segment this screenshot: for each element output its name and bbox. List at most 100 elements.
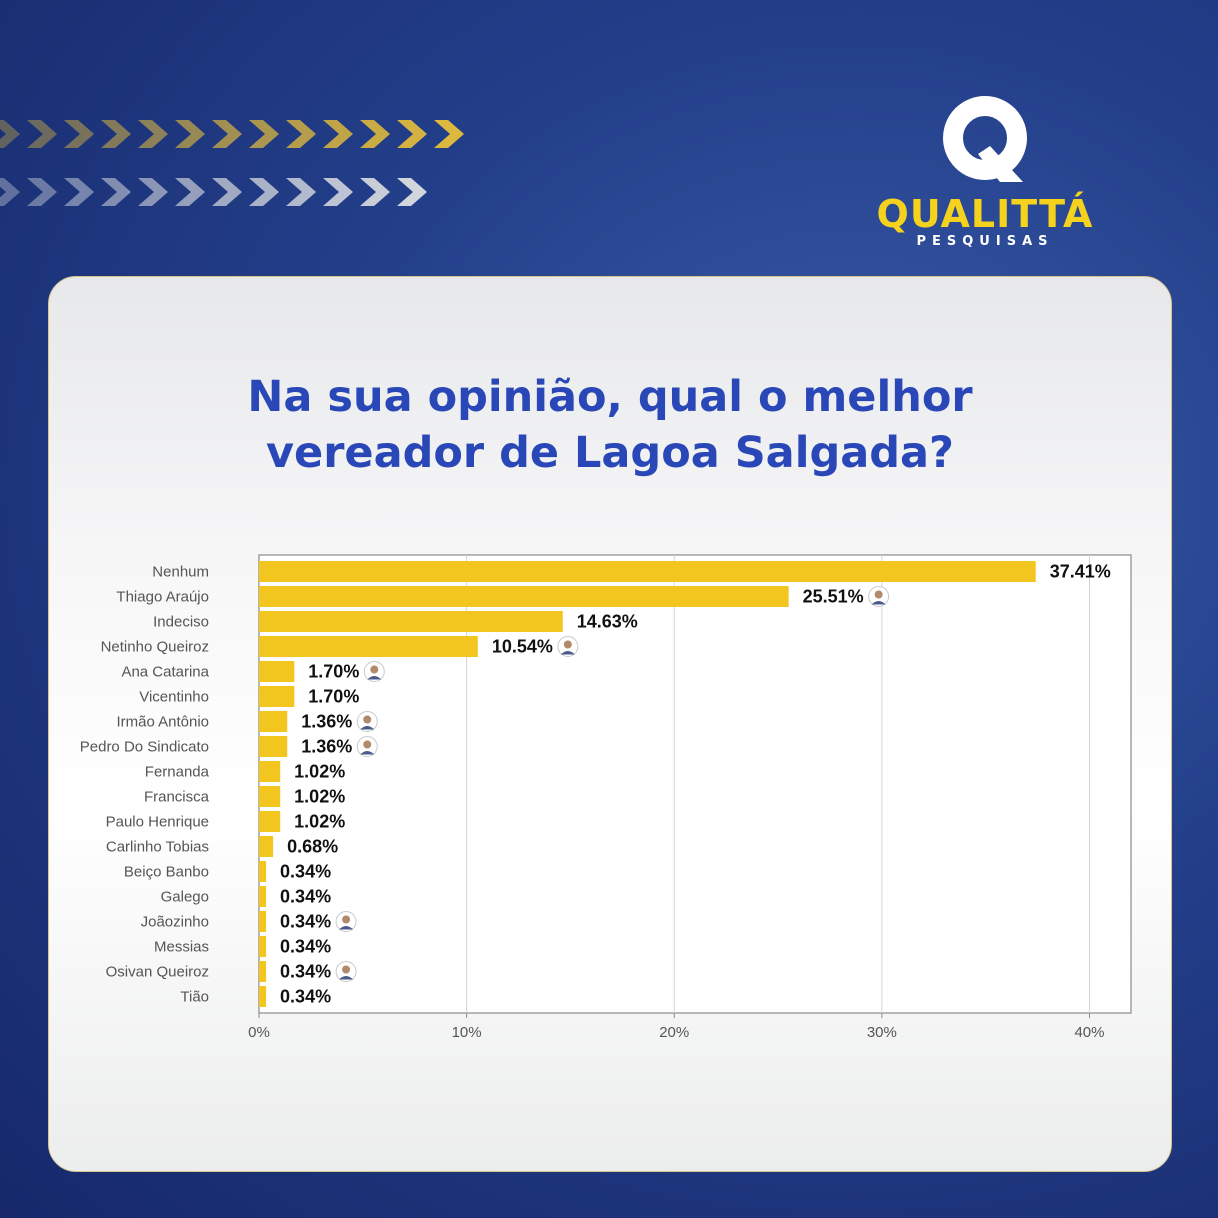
bar [259,761,281,782]
question-line-2: vereador de Lagoa Salgada? [266,428,954,478]
value-label: 1.70% [308,662,359,682]
bar [259,561,1036,582]
bar [259,961,267,982]
bar [259,886,267,907]
bar [259,986,267,1007]
chevron-white-icon [175,178,205,206]
value-label: 1.02% [294,787,345,807]
category-label: Ana Catarina [121,664,209,681]
candidate-avatar-icon [557,636,579,657]
candidate-avatar-icon [356,736,378,757]
category-label: Beiço Banbo [124,864,209,881]
bar [259,636,478,657]
chevron-gold-icon [397,120,427,148]
candidate-avatar-icon [868,586,890,607]
bar [259,786,281,807]
brand-logo: QUALITTÁ PESQUISAS [860,88,1110,258]
value-label: 1.36% [301,712,352,732]
value-label: 25.51% [803,587,864,607]
candidate-avatar-icon [356,711,378,732]
brand-name: QUALITTÁ [876,192,1094,236]
bar [259,811,281,832]
value-label: 14.63% [577,612,638,632]
bar [259,861,267,882]
chevron-gold-icon [138,120,168,148]
x-tick-label: 30% [867,1024,897,1041]
category-label: Francisca [144,789,210,806]
chevron-gold-icon [286,120,316,148]
value-label: 37.41% [1050,562,1111,582]
value-label: 0.34% [280,862,331,882]
value-label: 0.34% [280,887,331,907]
category-label: Tião [180,989,209,1006]
category-label: Indeciso [153,614,209,631]
value-label: 0.68% [287,837,338,857]
category-label: Vicentinho [139,689,209,706]
category-label: Pedro Do Sindicato [80,739,209,756]
chevron-white-icon [138,178,168,206]
bar [259,936,267,957]
category-label: Messias [154,939,209,956]
bar [259,686,295,707]
category-label: Galego [161,889,209,906]
bar [259,661,295,682]
value-label: 0.34% [280,962,331,982]
chevron-white-icon [249,178,279,206]
value-label: 1.70% [308,687,359,707]
bar [259,586,789,607]
x-tick-label: 10% [452,1024,482,1041]
chevron-white-icon [286,178,316,206]
brand-subtitle: PESQUISAS [916,234,1054,249]
category-label: Irmão Antônio [116,714,209,731]
chevron-white-icon [212,178,242,206]
plot-area [258,554,1132,1014]
chevron-gold-icon [101,120,131,148]
category-label: Thiago Araújo [116,589,209,606]
category-label: Netinho Queiroz [101,639,209,656]
chevron-gold-icon [27,120,57,148]
chevron-white-icon [101,178,131,206]
value-label: 0.34% [280,987,331,1007]
candidate-avatar-icon [335,961,357,982]
candidate-avatar-icon [335,911,357,932]
x-tick-label: 0% [248,1024,270,1041]
value-label: 0.34% [280,912,331,932]
x-tick-label: 20% [659,1024,689,1041]
category-label: Carlinho Tobias [106,839,209,856]
value-label: 10.54% [492,637,553,657]
chevron-white-icon [64,178,94,206]
chevron-white-icon [0,178,20,206]
category-label: Paulo Henrique [106,814,209,831]
value-label: 1.02% [294,812,345,832]
bar-chart: 0% 10% 20% 30% 40% Nenhum 37.41% Thiago Araújo 2… [80,554,1132,1041]
chevron-gold-icon [434,120,464,148]
q-logo-icon [943,96,1027,182]
question-title: Na sua opinião, qual o melhor vereador d… [49,369,1171,481]
bar [259,611,563,632]
x-tick-label: 40% [1074,1024,1104,1041]
chevron-gold-icon [323,120,353,148]
decorative-chevrons [0,120,464,206]
category-label: Fernanda [145,764,210,781]
bar [259,711,288,732]
bar [259,911,267,932]
value-label: 1.02% [294,762,345,782]
chevron-gold-icon [212,120,242,148]
category-label: Osivan Queiroz [106,964,209,981]
bar [259,736,288,757]
chart-card: Na sua opinião, qual o melhor vereador d… [48,276,1172,1172]
chevron-white-icon [397,178,427,206]
chevron-gold-icon [360,120,390,148]
chevron-gold-icon [0,120,20,148]
candidate-avatar-icon [363,661,385,682]
category-label: Joãozinho [141,914,209,931]
chevron-white-icon [323,178,353,206]
chevron-gold-icon [249,120,279,148]
category-label: Nenhum [152,564,209,581]
bar [259,836,274,857]
value-label: 1.36% [301,737,352,757]
chevron-gold-icon [64,120,94,148]
chevron-white-icon [27,178,57,206]
chevron-white-icon [360,178,390,206]
value-label: 0.34% [280,937,331,957]
